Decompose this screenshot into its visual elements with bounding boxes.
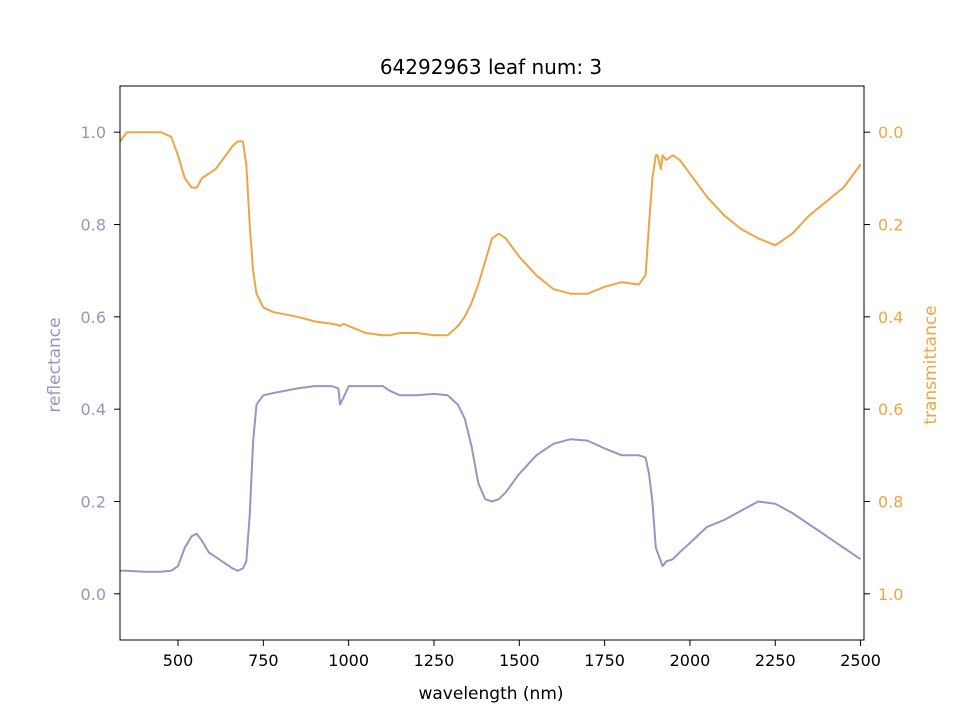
y-left-tick-label: 0.2 [81,493,106,512]
y-axis-right: 0.0 0.2 0.4 0.6 0.8 1.0 [864,123,903,604]
x-axis-label: wavelength (nm) [418,684,563,704]
y-right-tick-label: 0.8 [878,493,903,512]
series-layer [119,131,862,573]
x-tick-label: 750 [248,651,279,670]
y-right-tick-label: 1.0 [878,585,903,604]
x-tick-label: 1750 [584,651,625,670]
y-right-tick-label: 0.4 [878,308,903,327]
y-left-tick-label: 1.0 [81,123,106,142]
x-tick-label: 1500 [499,651,540,670]
x-tick-label: 2500 [840,651,881,670]
y-left-tick-label: 0.8 [81,216,106,235]
chart-title: 64292963 leaf num: 3 [380,55,602,79]
y-axis-right-label: transmittance [921,305,941,424]
y-right-tick-label: 0.6 [878,400,903,419]
y-left-tick-label: 0.4 [81,400,106,419]
y-right-tick-label: 0.0 [878,123,903,142]
x-axis: 500 750 1000 1250 1500 1750 2000 2250 2500 [163,640,881,670]
y-axis-left: 0.0 0.2 0.4 0.6 0.8 1.0 [81,123,120,604]
y-axis-left-label: reflectance [45,317,65,412]
x-tick-label: 1250 [414,651,455,670]
series-line-reflectance [120,385,862,573]
x-tick-label: 2250 [755,651,796,670]
y-left-tick-label: 0.6 [81,308,106,327]
series-line-transmittance [119,131,862,337]
y-right-tick-label: 0.2 [878,216,903,235]
x-tick-label: 500 [163,651,194,670]
x-tick-label: 1000 [328,651,369,670]
y-left-tick-label: 0.0 [81,585,106,604]
x-tick-label: 2000 [670,651,711,670]
plot-area [119,85,865,641]
